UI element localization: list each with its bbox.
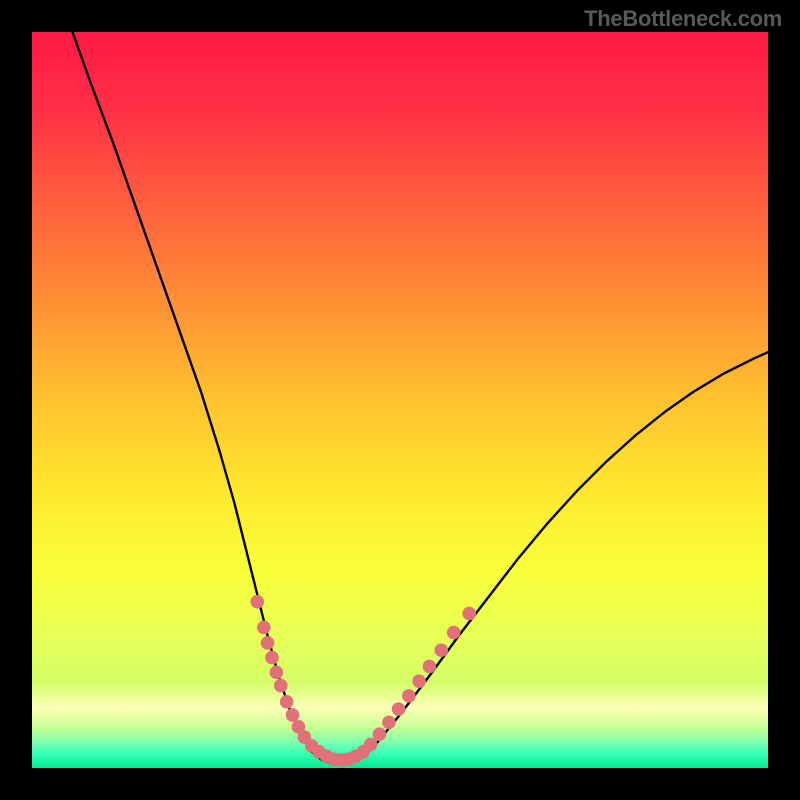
curve-marker	[364, 738, 377, 751]
chart-background	[32, 32, 768, 768]
curve-marker	[447, 626, 460, 639]
curve-marker	[266, 651, 279, 664]
curve-marker	[383, 716, 396, 729]
curve-marker	[373, 728, 386, 741]
curve-marker	[270, 666, 283, 679]
curve-marker	[403, 690, 416, 703]
curve-marker	[423, 660, 436, 673]
curve-marker	[435, 644, 448, 657]
curve-marker	[286, 709, 299, 722]
curve-marker	[280, 695, 293, 708]
curve-marker	[261, 637, 274, 650]
bottleneck-curve-chart	[0, 0, 800, 800]
chart-frame: TheBottleneck.com	[0, 0, 800, 800]
curve-marker	[274, 679, 287, 692]
curve-marker	[251, 595, 264, 608]
curve-marker	[258, 621, 271, 634]
curve-marker	[413, 675, 426, 688]
curve-marker	[392, 703, 405, 716]
curve-marker	[463, 607, 476, 620]
